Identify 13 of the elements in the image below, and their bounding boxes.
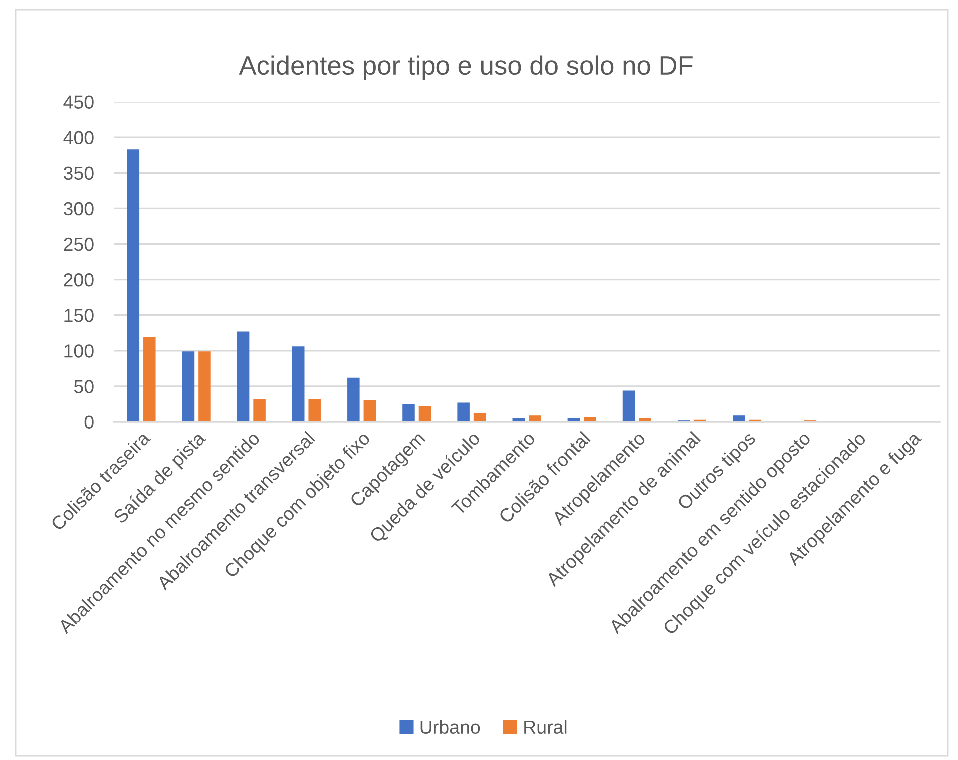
y-tick-label: 100: [64, 344, 94, 358]
legend-label: Rural: [524, 720, 567, 734]
y-tick-label: 300: [64, 202, 94, 216]
y-tick-label: 50: [74, 380, 94, 394]
y-tick-label: 400: [64, 131, 94, 145]
legend-label: Urbano: [420, 720, 480, 734]
y-tick-label: 0: [84, 416, 94, 429]
y-tick-label: 150: [64, 309, 94, 322]
y-tick-label: 450: [64, 96, 94, 109]
chart-title: Acidentes por tipo e uso do solo no DF: [239, 56, 693, 80]
y-tick-label: 200: [64, 273, 94, 287]
y-tick-label: 350: [64, 166, 94, 180]
y-tick-label: 250: [64, 238, 94, 252]
